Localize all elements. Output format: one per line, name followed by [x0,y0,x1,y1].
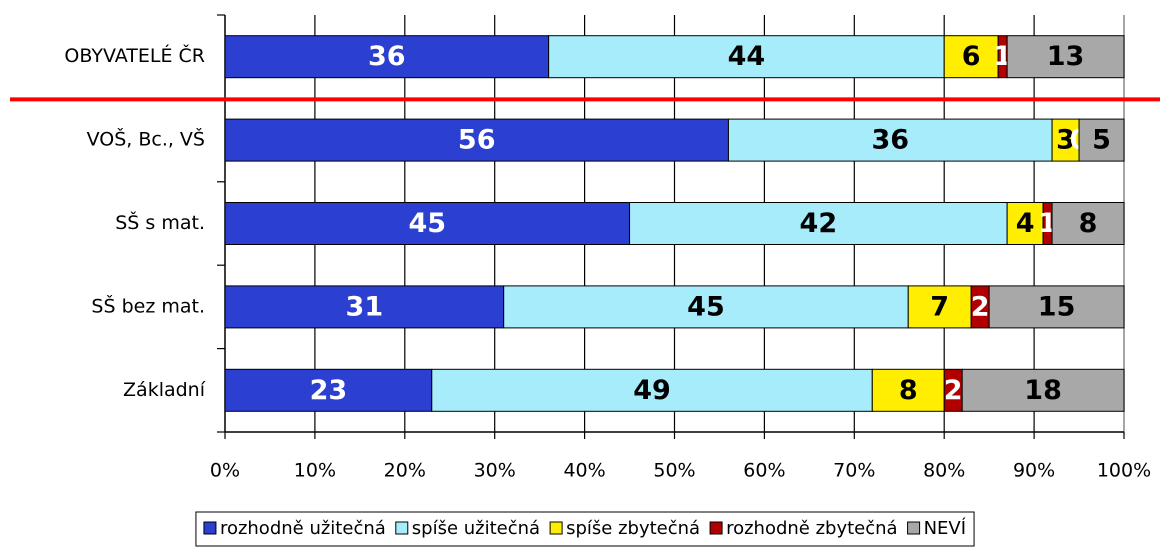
legend-swatch [203,521,217,535]
data-label: 8 [899,375,918,406]
bar-segment [224,202,631,245]
legend: rozhodně užitečná spíše užitečná spíše zby… [195,511,975,547]
data-label: 56 [458,125,496,156]
data-label: 42 [800,208,838,239]
bar-segment [224,368,433,412]
bar-segment [224,118,729,162]
x-tick-label: 30% [474,460,516,482]
legend-label: rozhodně zbytečná [726,518,898,539]
data-label: 45 [408,208,446,239]
data-label: 3 [1056,125,1075,156]
category-label: Základní [123,379,206,401]
bar-segment [548,35,945,79]
legend-label: NEVÍ [924,517,966,539]
data-label: 4 [1016,208,1035,239]
x-tick-label: 90% [1013,460,1055,482]
x-tick-label: 100% [1097,460,1151,482]
data-label: 23 [310,375,348,406]
bar-segment [961,368,1125,412]
data-label: 8 [1079,208,1098,239]
bar-segment [1006,35,1125,79]
data-label: 13 [1047,41,1085,72]
bar-segment [629,202,1008,245]
bar-segment [727,118,1053,162]
data-label: 44 [728,41,766,72]
x-tick-label: 80% [923,460,965,482]
x-tick-label: 60% [743,460,785,482]
bar-segment [1078,118,1125,162]
data-label: 5 [1092,125,1111,156]
bar-segment [224,285,505,329]
legend-swatch [395,521,409,535]
legend-box [195,511,975,547]
data-label: 36 [368,41,406,72]
x-tick-label: 70% [833,460,875,482]
category-label: SŠ bez mat. [91,293,205,317]
data-label: 2 [944,375,963,406]
data-label: 31 [346,291,384,322]
category-label: SŠ s mat. [115,210,205,234]
legend-swatch [549,521,563,535]
bar-segment [1051,118,1080,162]
x-tick-label: 50% [653,460,695,482]
legend-swatch [907,521,921,535]
bar-segment [503,285,909,329]
data-label: 7 [930,291,949,322]
legend-label: rozhodně užitečná [220,518,386,539]
x-tick-label: 20% [384,460,426,482]
bar-segment [943,35,999,79]
bar-segment [1006,202,1044,245]
bar-segment [988,285,1125,329]
x-tick-label: 0% [210,460,240,482]
data-label: 45 [687,291,725,322]
category-label: OBYVATELÉ ČR [64,43,205,67]
legend-swatch [709,521,723,535]
x-tick-label: 10% [294,460,336,482]
legend-label: spíše zbytečná [566,518,700,539]
data-label: 36 [871,125,909,156]
bar-segment [1051,202,1125,245]
legend-label: spíše užitečná [412,518,540,539]
x-tick-label: 40% [563,460,605,482]
data-label: 6 [962,41,981,72]
bar-segment [224,35,550,79]
category-label: VOŠ, Bc., VŠ [87,127,205,151]
data-label: 49 [633,375,671,406]
data-label: 18 [1024,375,1062,406]
data-label: 2 [971,291,990,322]
data-label: 15 [1038,291,1076,322]
